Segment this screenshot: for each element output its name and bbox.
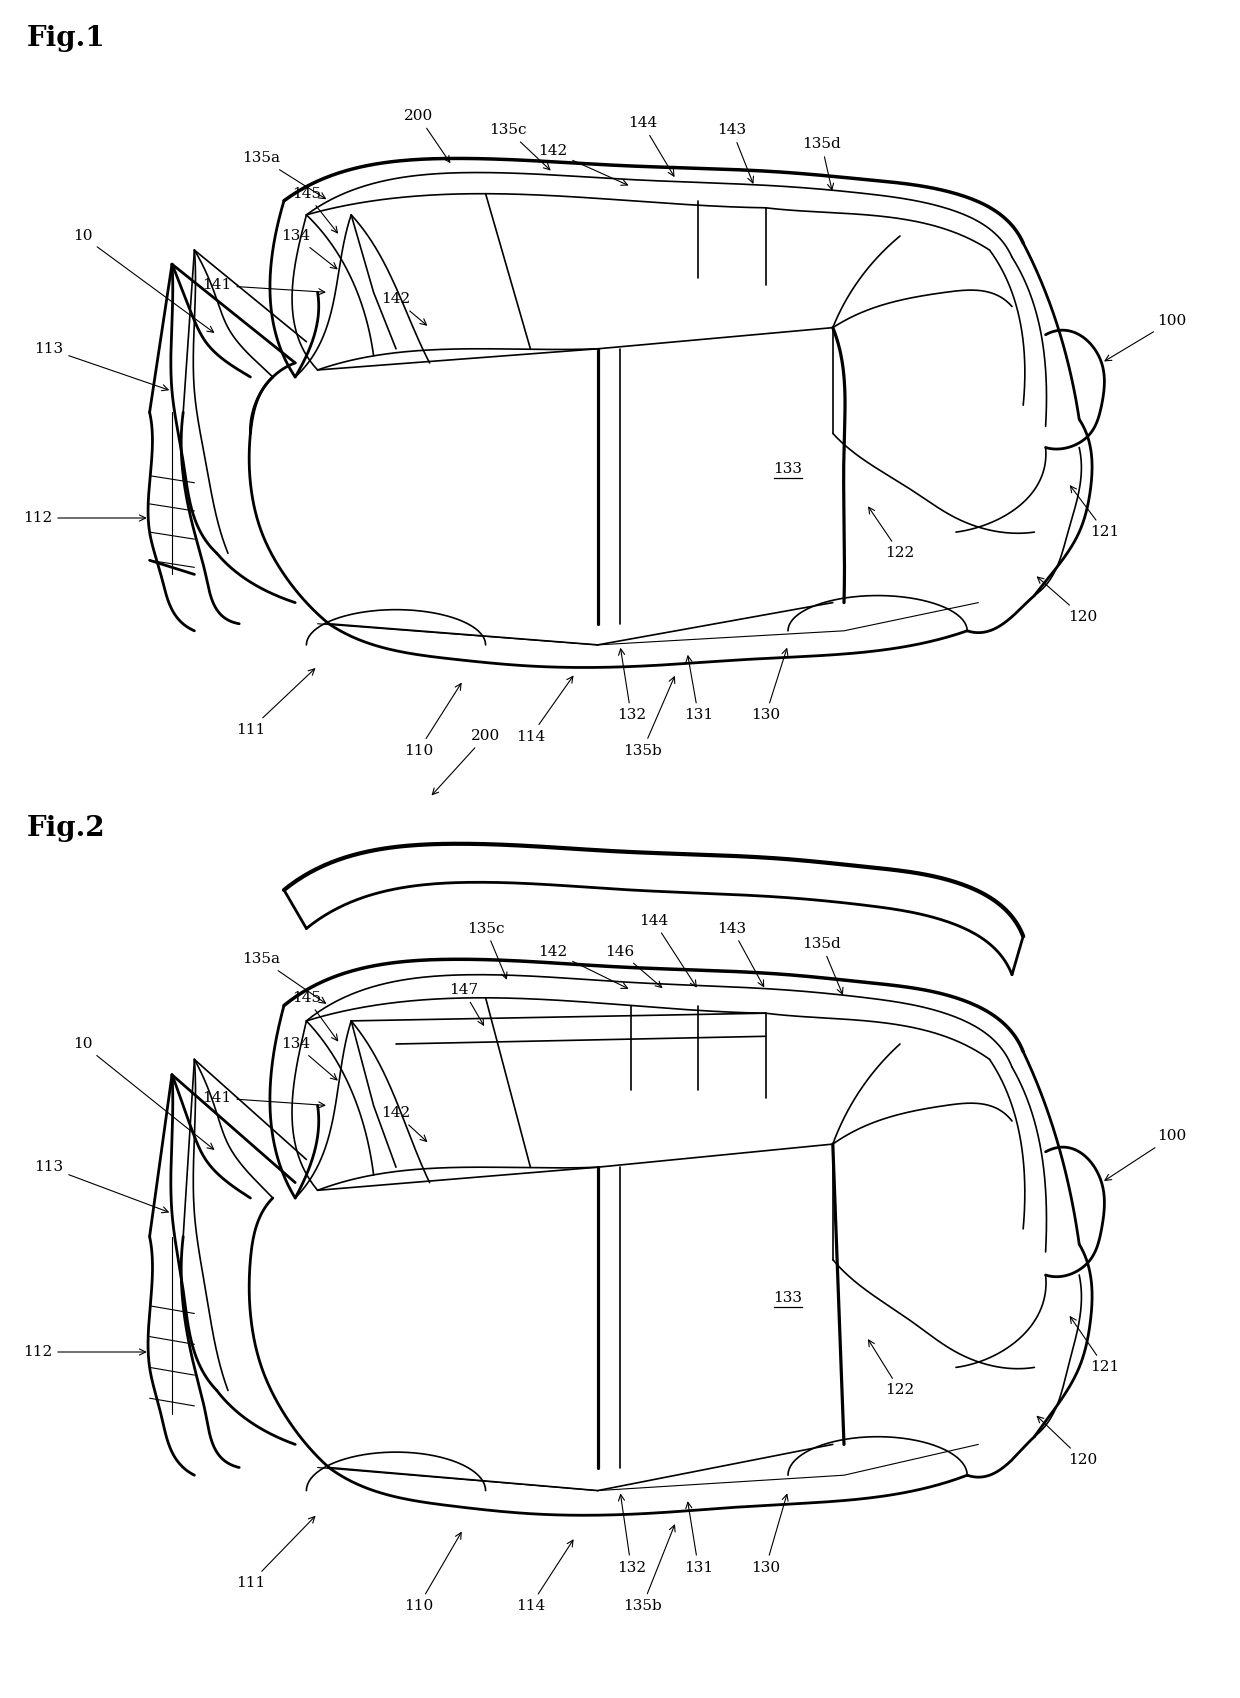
Text: 144: 144 <box>627 115 675 177</box>
Text: 111: 111 <box>236 1516 315 1589</box>
Text: 122: 122 <box>869 508 915 560</box>
Text: 141: 141 <box>202 278 325 295</box>
Text: 111: 111 <box>236 669 315 737</box>
Text: 135d: 135d <box>802 138 841 190</box>
Text: 135d: 135d <box>802 937 843 993</box>
Text: 135b: 135b <box>622 678 675 757</box>
Text: 130: 130 <box>751 649 787 722</box>
Text: 121: 121 <box>1070 1318 1120 1374</box>
Text: 131: 131 <box>683 1503 713 1574</box>
Text: Fig.1: Fig.1 <box>26 25 105 53</box>
Text: 144: 144 <box>639 914 696 987</box>
Text: 110: 110 <box>404 1533 461 1613</box>
Text: 147: 147 <box>449 983 484 1026</box>
Text: 143: 143 <box>718 124 754 183</box>
Text: 100: 100 <box>1105 314 1187 362</box>
Text: 10: 10 <box>73 1037 213 1150</box>
Text: 114: 114 <box>516 676 573 744</box>
Text: 145: 145 <box>291 992 337 1041</box>
Text: 112: 112 <box>24 511 145 525</box>
Text: 112: 112 <box>24 1345 145 1358</box>
Text: 110: 110 <box>404 684 461 757</box>
Text: 134: 134 <box>280 229 337 268</box>
Text: Fig.2: Fig.2 <box>26 815 105 842</box>
Text: 121: 121 <box>1070 486 1120 538</box>
Text: 131: 131 <box>683 655 713 722</box>
Text: 100: 100 <box>1105 1129 1187 1180</box>
Text: 10: 10 <box>73 229 213 333</box>
Text: 130: 130 <box>751 1494 789 1574</box>
Text: 142: 142 <box>538 944 627 988</box>
Text: 120: 120 <box>1038 577 1097 623</box>
Text: 142: 142 <box>382 292 427 324</box>
Text: 120: 120 <box>1038 1416 1097 1467</box>
Text: 141: 141 <box>202 1090 325 1109</box>
Text: 133: 133 <box>774 1290 802 1306</box>
Text: 113: 113 <box>35 341 169 391</box>
Text: 133: 133 <box>774 462 802 475</box>
Text: 135a: 135a <box>243 953 325 1004</box>
Text: 132: 132 <box>616 1494 646 1574</box>
Text: 142: 142 <box>538 144 627 185</box>
Text: 146: 146 <box>605 944 662 988</box>
Text: 142: 142 <box>382 1107 427 1141</box>
Text: 135b: 135b <box>622 1525 675 1613</box>
Text: 134: 134 <box>280 1037 337 1080</box>
Text: 122: 122 <box>868 1340 915 1397</box>
Text: 200: 200 <box>433 728 500 795</box>
Text: 114: 114 <box>516 1540 573 1613</box>
Text: 145: 145 <box>291 187 337 233</box>
Text: 135c: 135c <box>466 922 507 978</box>
Text: 132: 132 <box>616 649 646 722</box>
Text: 135a: 135a <box>243 151 325 199</box>
Text: 113: 113 <box>35 1160 169 1212</box>
Text: 135c: 135c <box>490 124 549 170</box>
Text: 143: 143 <box>718 922 764 987</box>
Text: 200: 200 <box>404 109 450 163</box>
